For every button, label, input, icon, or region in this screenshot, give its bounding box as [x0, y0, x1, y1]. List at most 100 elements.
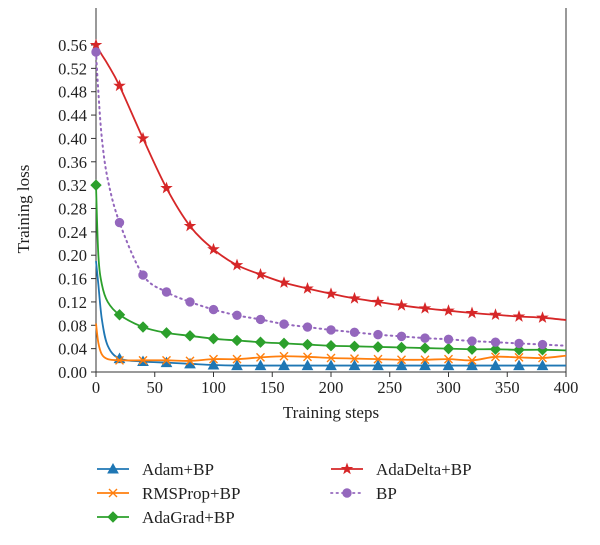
legend-item: BP	[330, 484, 397, 503]
legend-item: Adam+BP	[97, 460, 214, 479]
data-point	[232, 310, 242, 321]
data-point	[138, 355, 148, 365]
data-point	[491, 352, 500, 362]
y-tick-label: 0.48	[58, 83, 87, 102]
y-tick-label: 0.56	[58, 36, 87, 55]
data-point	[466, 359, 478, 371]
legend-item: AdaDelta+BP	[331, 460, 472, 479]
data-point	[137, 321, 149, 333]
data-point	[90, 179, 102, 191]
data-point	[162, 355, 171, 365]
data-point	[395, 298, 408, 311]
data-point	[324, 287, 338, 300]
data-point	[207, 358, 220, 370]
data-point	[279, 351, 289, 361]
legend-marker	[342, 488, 352, 498]
data-point	[371, 295, 385, 308]
data-point	[372, 359, 384, 371]
data-point	[301, 281, 314, 294]
data-point	[514, 338, 524, 349]
data-point	[255, 314, 266, 325]
data-point	[161, 287, 172, 297]
data-point	[113, 309, 126, 321]
data-point	[348, 340, 361, 353]
data-point	[373, 329, 383, 340]
legend: Adam+BP RMSProp+BP AdaGrad+BP AdaDelta+BP BP	[97, 460, 472, 527]
y-tick-label: 0.04	[58, 340, 87, 359]
legend-label: Adam+BP	[142, 460, 214, 479]
x-tick-label: 300	[436, 378, 461, 397]
data-point	[490, 337, 501, 347]
x-tick-label: 150	[260, 378, 285, 397]
data-point	[512, 309, 526, 322]
data-point	[396, 331, 407, 342]
legend-marker	[107, 511, 119, 523]
data-point	[115, 355, 124, 365]
y-tick-label: 0.52	[58, 59, 87, 78]
x-tick-label: 200	[319, 378, 344, 397]
data-point	[254, 359, 267, 371]
data-point	[114, 217, 125, 228]
series-adagrad-bp	[90, 179, 567, 356]
data-point	[419, 359, 431, 371]
data-point	[418, 301, 432, 314]
y-tick-label: 0.40	[58, 129, 87, 148]
data-point	[419, 342, 431, 354]
data-point	[254, 267, 267, 280]
data-point	[514, 352, 524, 362]
legend-label: BP	[376, 484, 397, 503]
data-point	[231, 334, 243, 347]
data-point	[184, 330, 196, 342]
data-point	[230, 258, 244, 271]
data-point	[278, 359, 290, 371]
data-point	[420, 355, 430, 365]
x-tick-label: 400	[554, 378, 579, 397]
y-tick-label: 0.00	[58, 363, 87, 382]
legend-marker	[340, 462, 354, 475]
y-tick-label: 0.28	[58, 200, 87, 219]
data-point	[326, 353, 336, 363]
series-bp	[91, 47, 567, 350]
data-point	[256, 352, 265, 362]
y-axis-label: Training loss	[14, 165, 33, 254]
data-point	[348, 291, 361, 304]
data-point	[277, 276, 291, 288]
data-point	[465, 306, 479, 319]
data-point	[301, 359, 314, 371]
data-point	[349, 327, 360, 337]
series-line	[95, 323, 567, 362]
x-tick-label: 50	[147, 378, 164, 397]
data-point	[442, 359, 455, 371]
x-tick-label: 250	[377, 378, 402, 397]
data-point	[467, 355, 477, 365]
data-point	[185, 356, 195, 366]
series-rmsprop-bp	[95, 323, 567, 366]
data-point	[467, 336, 477, 346]
data-point	[536, 359, 549, 371]
legend-marker	[108, 488, 118, 498]
y-tick-label: 0.32	[58, 176, 87, 195]
data-point	[185, 297, 195, 307]
data-point	[160, 181, 173, 194]
data-point	[208, 304, 219, 315]
data-point	[303, 352, 312, 362]
series-line	[95, 51, 567, 347]
data-point	[395, 359, 408, 371]
data-point	[325, 340, 337, 352]
data-point	[442, 304, 455, 316]
data-point	[444, 354, 453, 364]
data-point	[420, 333, 430, 343]
data-point	[136, 131, 150, 144]
x-tick-label: 350	[495, 378, 520, 397]
legend-marker	[107, 462, 119, 474]
data-point	[372, 341, 384, 353]
data-point	[397, 355, 406, 365]
y-tick-label: 0.12	[58, 293, 87, 312]
y-tick-label: 0.20	[58, 246, 87, 265]
legend-label: RMSProp+BP	[142, 484, 240, 503]
data-point	[254, 336, 267, 348]
data-point	[183, 219, 197, 232]
x-tick-label: 100	[201, 378, 226, 397]
data-point	[489, 343, 502, 355]
